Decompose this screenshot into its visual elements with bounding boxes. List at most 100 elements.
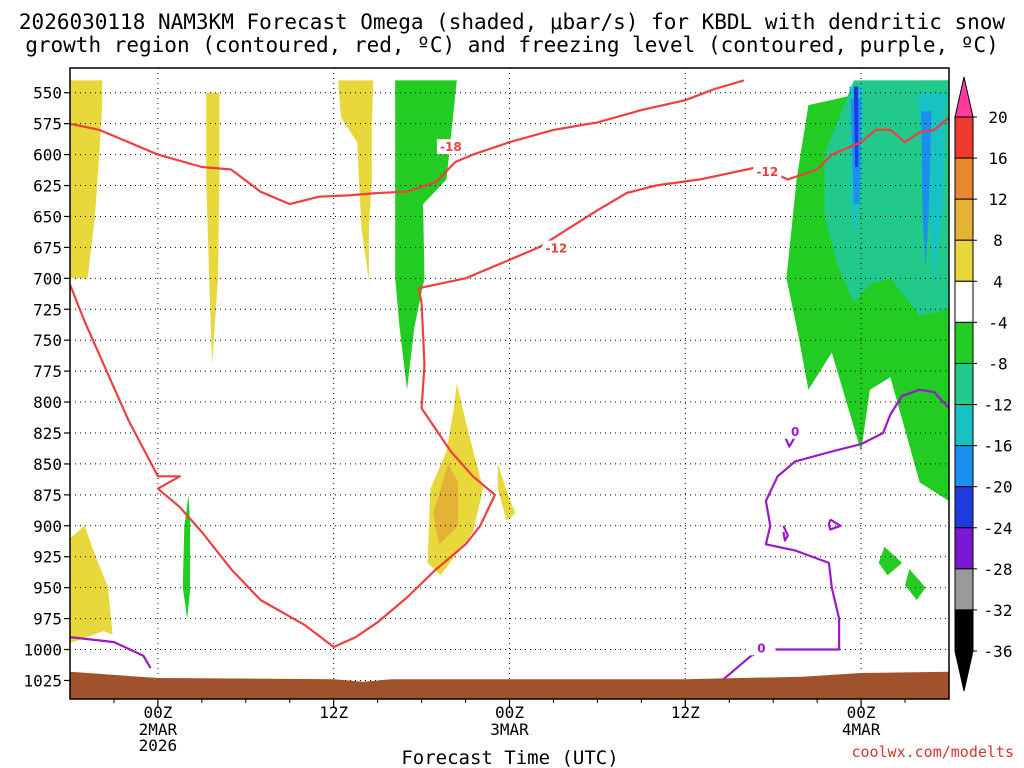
- y-tick-label: 875: [33, 486, 62, 505]
- colorbar-label: -24: [984, 519, 1013, 538]
- colorbar-swatch: [954, 527, 974, 570]
- y-tick-label: 900: [33, 517, 62, 536]
- contour-label-red-1-bg: [436, 139, 465, 155]
- y-tick-label: 775: [33, 362, 62, 381]
- contour-label-red-2-bg: [542, 240, 571, 256]
- colorbar-label: -4: [988, 313, 1007, 332]
- colorbar-label: -36: [984, 642, 1013, 661]
- contour-label-red-2: -12: [546, 242, 568, 256]
- x-tick-label: 00Z: [847, 703, 876, 722]
- omega-region-6: [433, 463, 459, 545]
- y-tick-label: 700: [33, 269, 62, 288]
- y-tick-label: 625: [33, 177, 62, 196]
- y-tick-label: 675: [33, 238, 62, 257]
- omega-region-2: [338, 80, 374, 281]
- purple-contour-1: [721, 388, 949, 682]
- x-tick-label: 12Z: [319, 703, 348, 722]
- y-tick-label: 800: [33, 393, 62, 412]
- y-axis: 550 575 600 625 650 675 700 725 750 775 800 825 850 8…: [23, 84, 70, 690]
- colorbar-bottom-arrow: [954, 650, 974, 692]
- contour-label-purple-1-bg: [781, 423, 810, 439]
- colorbar: 20 16 12 8 4 -4 -8 -12 -16 -20 -24 -28 -32 -36: [954, 76, 1013, 692]
- contour-labels: -18 -12 -12 0 0: [436, 139, 810, 656]
- surface-terrain: [70, 671, 949, 699]
- colorbar-label: -32: [984, 601, 1013, 620]
- colorbar-label: -8: [988, 354, 1007, 373]
- colorbar-swatch: [954, 157, 974, 200]
- y-tick-label: 550: [33, 84, 62, 103]
- purple-contour-4: [782, 525, 789, 542]
- y-tick-label: 950: [33, 579, 62, 598]
- purple-contour-3: [827, 518, 842, 531]
- colorbar-label: -28: [984, 560, 1013, 579]
- colorbar-label: 16: [988, 149, 1007, 168]
- y-tick-label: 925: [33, 548, 62, 567]
- x-tick-label: 00Z: [143, 703, 172, 722]
- chart-title-line-2: growth region (contoured, red, ºC) and f…: [25, 33, 999, 57]
- y-tick-label: 825: [33, 424, 62, 443]
- contour-label-red-1: -18: [440, 140, 462, 154]
- x-tick-label: 12Z: [671, 703, 700, 722]
- omega-region-11: [905, 569, 926, 600]
- contour-label-red-3: -12: [756, 165, 778, 179]
- red-contour-0: [70, 79, 745, 206]
- colorbar-top-arrow: [954, 76, 974, 118]
- contour-label-purple-1: 0: [791, 425, 799, 439]
- omega-region-8: [182, 494, 191, 619]
- colorbar-swatch: [954, 116, 974, 159]
- y-tick-label: 725: [33, 300, 62, 319]
- omega-region-3: [70, 525, 113, 644]
- grid-lines: [70, 68, 949, 699]
- colorbar-label: 8: [993, 231, 1003, 250]
- purple-contour-0: [70, 636, 152, 669]
- colorbar-label: -12: [984, 396, 1013, 415]
- colorbar-swatch: [954, 404, 974, 447]
- colorbar-swatch: [954, 486, 974, 529]
- x-tick-label: 00Z: [495, 703, 524, 722]
- omega-shading: [70, 80, 949, 644]
- contour-label-red-3-bg: [753, 163, 782, 179]
- colorbar-label: 12: [988, 190, 1007, 209]
- omega-region-10: [878, 546, 903, 576]
- omega-region-17: [853, 86, 859, 167]
- x-tick-sublabel: 2026: [139, 736, 178, 755]
- credit-text: coolwx.com/modelts: [851, 743, 1014, 761]
- colorbar-swatch: [954, 445, 974, 488]
- x-tick-sublabel: 4MAR: [842, 720, 881, 739]
- colorbar-label: -16: [984, 437, 1013, 456]
- contour-label-purple-2: 0: [757, 641, 765, 655]
- colorbar-swatch: [954, 568, 974, 611]
- omega-region-5: [497, 463, 516, 521]
- contour-label-purple-2-bg: [747, 640, 776, 656]
- y-tick-label: 750: [33, 331, 62, 350]
- omega-region-7: [395, 80, 457, 390]
- x-tick-sublabel: 2MAR: [139, 720, 178, 739]
- colorbar-swatch: [954, 362, 974, 406]
- x-tick-sublabel: 3MAR: [490, 720, 529, 739]
- y-tick-label: 600: [33, 146, 62, 165]
- colorbar-label: -20: [984, 478, 1013, 497]
- red-contour-1: [70, 116, 949, 649]
- colorbar-swatch: [954, 280, 974, 323]
- colorbar-swatch: [954, 198, 974, 241]
- y-tick-label: 1000: [23, 641, 62, 660]
- y-tick-label: 650: [33, 207, 62, 226]
- chart-title-line-1: 2026030118 NAM3KM Forecast Omega (shaded…: [19, 10, 1006, 34]
- freezing-level-contours: [70, 388, 949, 682]
- y-tick-label: 575: [33, 115, 62, 134]
- omega-region-16: [921, 111, 932, 266]
- dendritic-growth-contours: [70, 79, 949, 649]
- y-tick-label: 975: [33, 610, 62, 629]
- y-tick-label: 1025: [23, 671, 62, 690]
- plot-area: [70, 68, 949, 699]
- colorbar-label: 20: [988, 108, 1007, 127]
- colorbar-swatch: [954, 239, 974, 282]
- y-tick-label: 850: [33, 455, 62, 474]
- colorbar-label: 4: [993, 272, 1003, 291]
- omega-region-1: [206, 92, 220, 365]
- x-axis-title: Forecast Time (UTC): [401, 747, 618, 768]
- colorbar-swatch: [954, 609, 974, 652]
- colorbar-swatch: [954, 321, 974, 364]
